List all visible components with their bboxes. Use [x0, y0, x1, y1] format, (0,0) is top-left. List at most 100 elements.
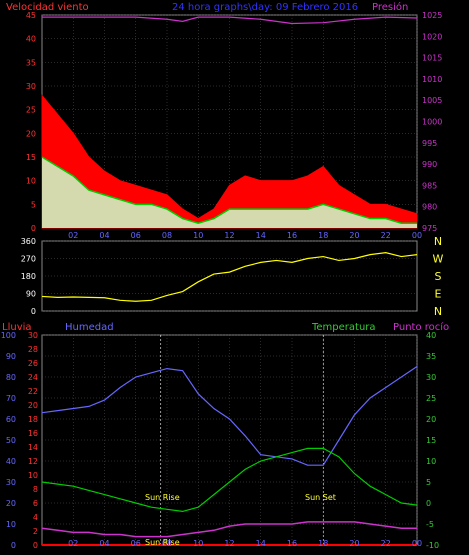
wind-x-tick: 20: [349, 231, 359, 240]
humidity-y-tick: 30: [6, 478, 16, 487]
graph-title: 24 hora graphs\day: 09 Febrero 2016: [172, 2, 358, 13]
wind-y-tick: 35: [26, 58, 36, 67]
wind-low-area: [42, 157, 417, 228]
direction-y-tick: 90: [26, 290, 36, 299]
temp-x-tick: 00: [412, 539, 422, 548]
rain-y-tick: 22: [28, 387, 38, 396]
temperature-y-tick: 15: [426, 436, 436, 445]
temp-x-tick: 12: [224, 539, 234, 548]
rain-y-tick: 28: [28, 345, 38, 354]
temp-x-tick: 18: [318, 539, 328, 548]
wind-y-tick: 30: [26, 82, 36, 91]
wind-x-tick: 14: [256, 231, 266, 240]
pressure-line: [42, 16, 418, 25]
rain-label: Lluvia: [2, 322, 32, 333]
wind-speed-label: Velocidad viento: [6, 2, 89, 13]
temperature-y-tick: -5: [426, 520, 434, 529]
direction-y-tick: 360: [21, 237, 36, 246]
rain-y-tick: 6: [33, 499, 38, 508]
rain-y-tick: 30: [28, 331, 38, 340]
rain-y-tick: 26: [28, 359, 38, 368]
wind-x-tick: 10: [193, 231, 203, 240]
direction-y-tick: 180: [21, 272, 36, 281]
wind-x-tick: 12: [224, 231, 234, 240]
wind-y-tick: 45: [26, 11, 36, 20]
wind-x-tick: 16: [287, 231, 297, 240]
humidity-y-tick: 60: [6, 415, 16, 424]
humidity-y-tick: 0: [11, 541, 16, 550]
humidity-y-tick: 70: [6, 394, 16, 403]
humidity-y-tick: 50: [6, 436, 16, 445]
pressure-y-tick: 1020: [422, 32, 442, 41]
wind-x-tick: 02: [68, 231, 78, 240]
wind-y-tick: 20: [26, 129, 36, 138]
rain-y-tick: 24: [28, 373, 38, 382]
dewpoint-label: Punto rocío: [393, 321, 449, 333]
pressure-y-tick: 980: [422, 203, 437, 212]
wind-x-tick: 00: [412, 231, 422, 240]
wind-y-tick: 0: [31, 224, 36, 233]
pressure-y-tick: 1010: [422, 75, 442, 84]
temp-x-tick: 10: [193, 539, 203, 548]
temp-x-tick: 04: [99, 539, 109, 548]
humidity-y-tick: 100: [1, 331, 16, 340]
temperature-line: [41, 447, 418, 513]
rain-y-tick: 0: [33, 541, 38, 550]
direction-y-tick: 0: [31, 307, 36, 316]
pressure-y-tick: 990: [422, 160, 437, 169]
humidity-y-tick: 10: [6, 520, 16, 529]
sunbar-label: Sun Rise: [145, 538, 180, 547]
humidity-label: Humedad: [65, 322, 114, 333]
temp-x-tick: 20: [349, 539, 359, 548]
wind-y-tick: 10: [26, 177, 36, 186]
wind-gust-area: [41, 94, 418, 229]
temperature-y-tick: 40: [426, 331, 436, 340]
temp-x-tick: 16: [287, 539, 297, 548]
rain-y-tick: 8: [33, 485, 38, 494]
pressure-y-tick: 985: [422, 181, 437, 190]
wind-y-tick: 25: [26, 106, 36, 115]
rain-y-tick: 4: [33, 513, 38, 522]
temperature-y-tick: 35: [426, 352, 436, 361]
pressure-y-tick: 975: [422, 224, 437, 233]
humidity-line: [41, 366, 418, 466]
humidity-y-tick: 20: [6, 499, 16, 508]
compass-label: E: [435, 288, 442, 301]
compass-label: N: [434, 235, 442, 248]
temperature-y-tick: 20: [426, 415, 436, 424]
wind-average-line: [41, 156, 417, 225]
temperature-y-tick: 10: [426, 457, 436, 466]
temperature-label: Temperatura: [311, 322, 376, 333]
sunset-label: Sun Set: [305, 493, 336, 502]
wind-x-tick: 04: [99, 231, 109, 240]
temp-x-tick: 22: [381, 539, 391, 548]
wind-y-tick: 40: [26, 35, 36, 44]
pressure-y-tick: 1025: [422, 11, 442, 20]
temp-x-tick: 08: [162, 539, 172, 548]
humidity-y-tick: 80: [6, 373, 16, 382]
pressure-label: Presión: [372, 1, 408, 13]
rain-y-tick: 16: [28, 429, 38, 438]
wind-x-tick: 18: [318, 231, 328, 240]
temperature-y-tick: 30: [426, 373, 436, 382]
temperature-y-tick: 0: [426, 499, 431, 508]
temp-x-tick: 14: [256, 539, 266, 548]
pressure-y-tick: 995: [422, 139, 437, 148]
wind-x-tick: 22: [381, 231, 391, 240]
direction-y-tick: 270: [21, 255, 36, 264]
rain-y-tick: 14: [28, 443, 38, 452]
rain-y-tick: 10: [28, 471, 38, 480]
compass-label: N: [434, 305, 442, 318]
wind-direction-line: [41, 252, 418, 302]
temperature-y-tick: 5: [426, 478, 431, 487]
temp-x-tick: 02: [68, 539, 78, 548]
rain-y-tick: 2: [33, 527, 38, 536]
temp-x-tick: 06: [131, 539, 141, 548]
rain-y-tick: 18: [28, 415, 38, 424]
compass-label: W: [433, 253, 444, 266]
rain-y-tick: 20: [28, 401, 38, 410]
wind-x-tick: 08: [162, 231, 172, 240]
temperature-y-tick: -10: [426, 541, 439, 550]
humidity-y-tick: 40: [6, 457, 16, 466]
